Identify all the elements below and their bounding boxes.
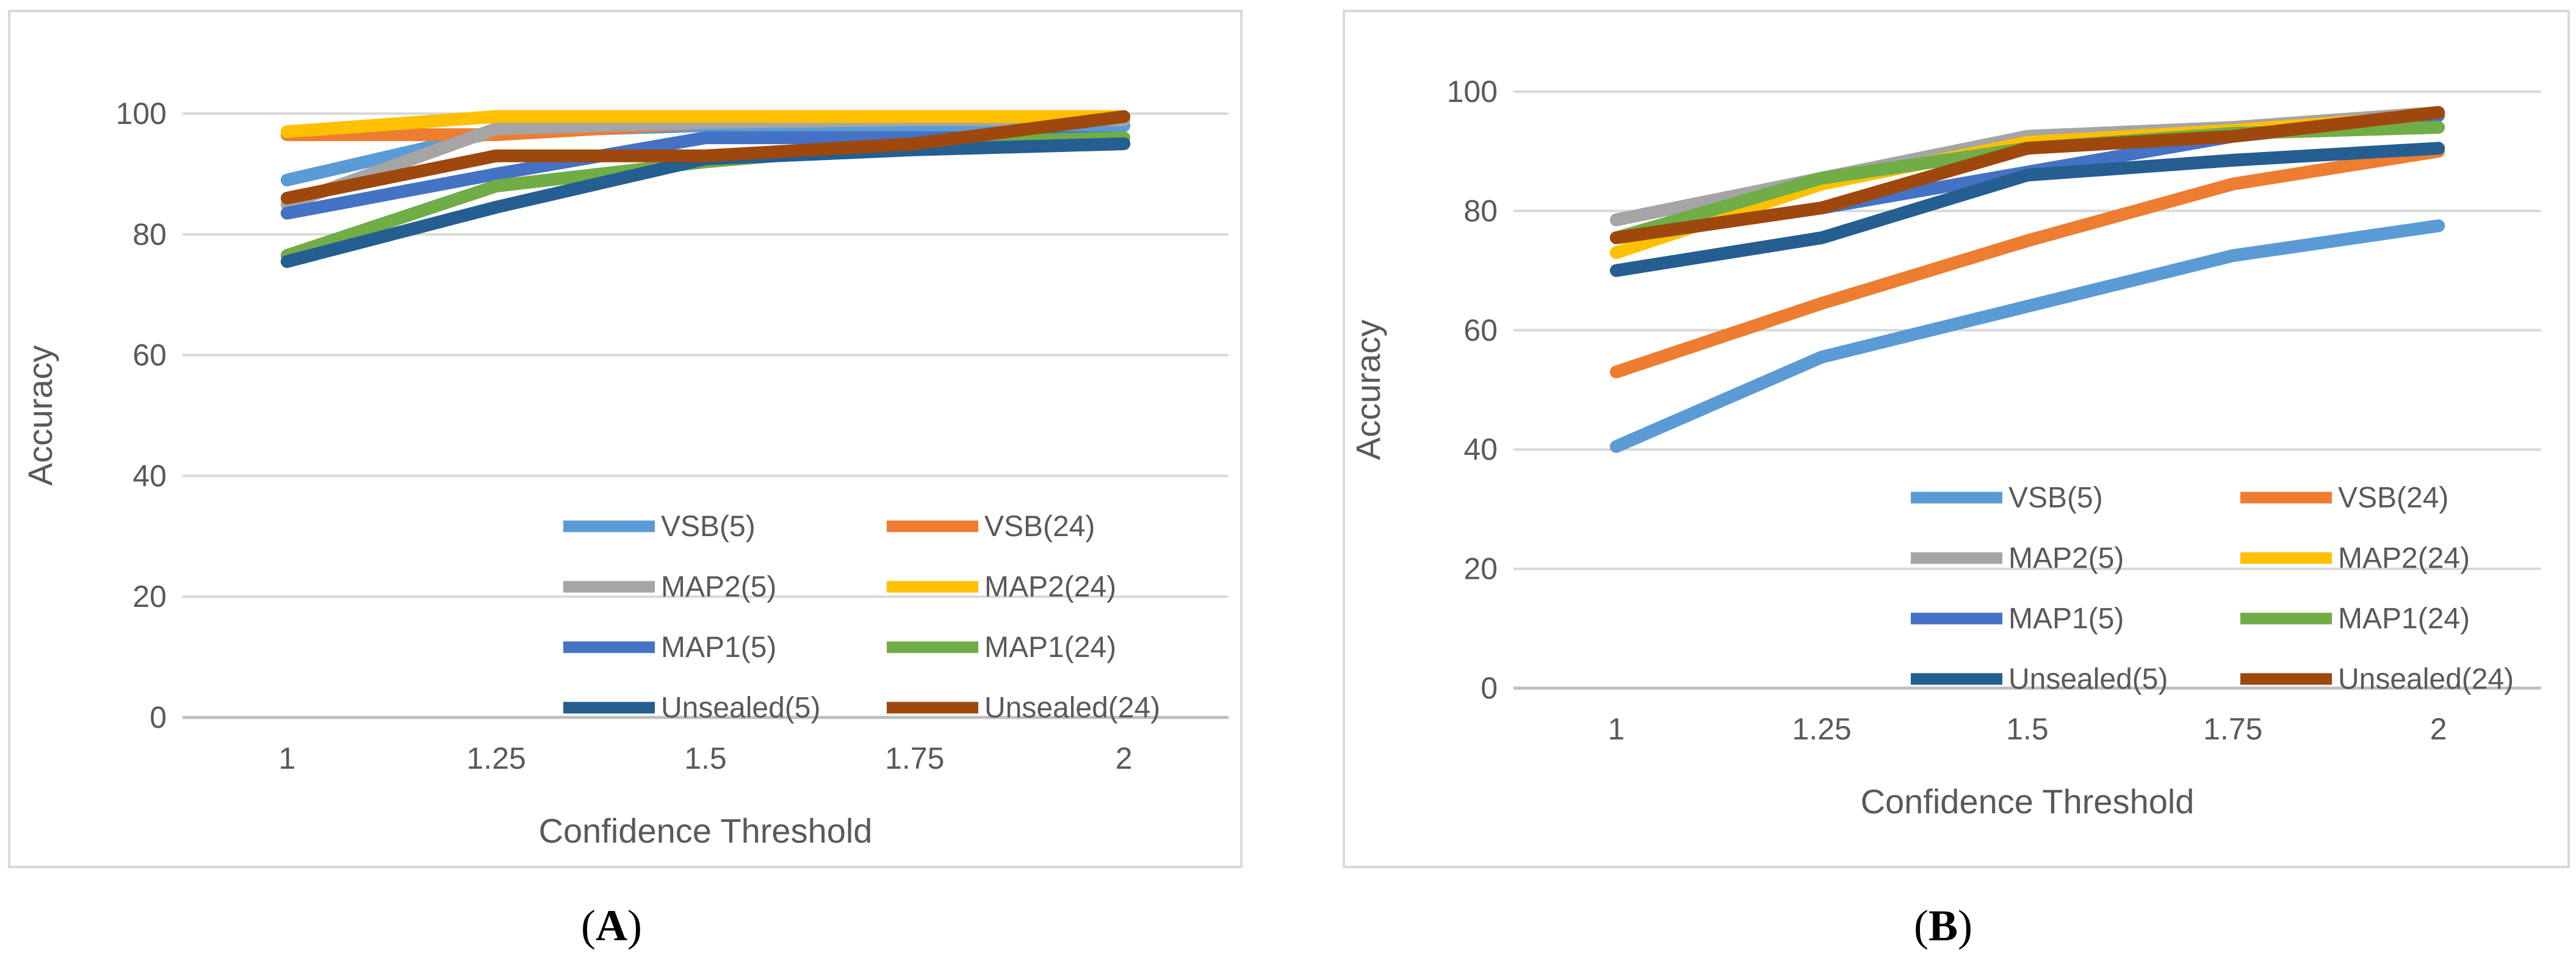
legend-label: Unsealed(5) <box>661 692 820 724</box>
x-tick-label: 1 <box>278 741 295 775</box>
y-tick-label: 40 <box>132 459 167 493</box>
data-point <box>2025 145 2030 151</box>
data-point <box>1614 268 1619 274</box>
legend-label: Unsealed(24) <box>984 692 1160 724</box>
data-point <box>703 135 708 140</box>
data-point <box>1121 114 1127 119</box>
x-tick-label: 2 <box>1116 741 1133 775</box>
caption-b-label: B <box>1928 901 1958 950</box>
x-tick-label: 1 <box>1607 712 1625 746</box>
data-point <box>1614 250 1619 255</box>
data-point <box>1614 217 1619 223</box>
caption-a-label: A <box>595 901 627 950</box>
y-tick-label: 0 <box>1481 671 1498 705</box>
x-axis-title: Confidence Threshold <box>1861 782 2195 821</box>
data-point <box>1819 354 1825 360</box>
data-point <box>2436 110 2441 115</box>
caption-a: (A) <box>581 901 642 950</box>
data-point <box>494 126 499 131</box>
data-point <box>284 259 290 264</box>
data-point <box>284 211 290 216</box>
data-point <box>494 114 499 119</box>
data-point <box>2230 134 2235 139</box>
data-point <box>912 114 917 119</box>
data-point <box>703 153 708 159</box>
x-tick-label: 1.75 <box>2203 712 2262 746</box>
y-tick-label: 0 <box>150 700 167 735</box>
data-point <box>1614 235 1619 241</box>
series-line-1 <box>1609 145 2445 379</box>
data-point <box>2436 223 2441 228</box>
data-point <box>2025 172 2030 178</box>
y-tick-label: 80 <box>1463 194 1498 228</box>
data-point <box>2025 303 2030 309</box>
data-point <box>1819 175 1825 181</box>
x-tick-label: 1.75 <box>885 741 944 775</box>
x-tick-label: 2 <box>2430 712 2447 746</box>
data-point <box>494 183 499 189</box>
x-axis-title: Confidence Threshold <box>539 811 873 850</box>
data-point <box>1614 369 1619 375</box>
y-axis-title: Accuracy <box>21 345 59 485</box>
legend-label: MAP1(24) <box>2338 603 2470 635</box>
data-point <box>284 195 290 201</box>
data-point <box>2436 145 2441 151</box>
legend-label: VSB(24) <box>984 510 1095 543</box>
data-point <box>1614 444 1619 449</box>
data-point <box>2436 125 2441 130</box>
legend-label: MAP1(5) <box>2008 603 2124 635</box>
legend-label: MAP1(24) <box>984 631 1116 664</box>
data-point <box>1819 205 1825 211</box>
y-tick-label: 80 <box>132 217 167 252</box>
legend-label: VSB(5) <box>2008 482 2103 514</box>
data-point <box>2025 238 2030 244</box>
data-point <box>494 205 499 210</box>
data-point <box>284 177 290 183</box>
data-point <box>494 153 499 159</box>
x-tick-label: 1.5 <box>684 741 727 775</box>
y-axis-title: Accuracy <box>1349 319 1387 460</box>
legend-label: MAP2(5) <box>2008 542 2124 575</box>
legend-label: MAP1(5) <box>661 631 776 664</box>
y-tick-label: 40 <box>1463 432 1498 466</box>
legend-label: VSB(5) <box>661 510 756 543</box>
x-tick-label: 1.25 <box>1792 712 1852 746</box>
data-point <box>2230 158 2235 163</box>
legend-label: MAP2(5) <box>661 571 776 603</box>
data-point <box>1819 300 1825 306</box>
x-tick-label: 1.5 <box>2006 712 2049 746</box>
data-point <box>494 171 499 176</box>
data-point <box>2230 181 2235 187</box>
legend-label: MAP2(24) <box>984 571 1116 603</box>
legend-label: VSB(24) <box>2338 482 2448 514</box>
y-tick-label: 100 <box>1447 74 1498 109</box>
legend-label: Unsealed(5) <box>2008 663 2168 695</box>
data-point <box>1121 141 1127 147</box>
y-tick-label: 60 <box>1463 313 1498 347</box>
data-point <box>912 141 917 147</box>
y-tick-label: 20 <box>1463 552 1498 586</box>
x-tick-label: 1.25 <box>467 741 526 775</box>
data-point <box>1819 235 1825 241</box>
y-tick-label: 60 <box>132 338 167 372</box>
y-tick-label: 100 <box>116 96 167 131</box>
y-tick-label: 20 <box>132 579 167 614</box>
legend-label: Unsealed(24) <box>2338 663 2514 695</box>
data-point <box>2230 253 2235 258</box>
caption-b: (B) <box>1914 901 1972 950</box>
data-point <box>703 114 708 119</box>
data-point <box>284 129 290 134</box>
legend-label: MAP2(24) <box>2338 542 2470 575</box>
